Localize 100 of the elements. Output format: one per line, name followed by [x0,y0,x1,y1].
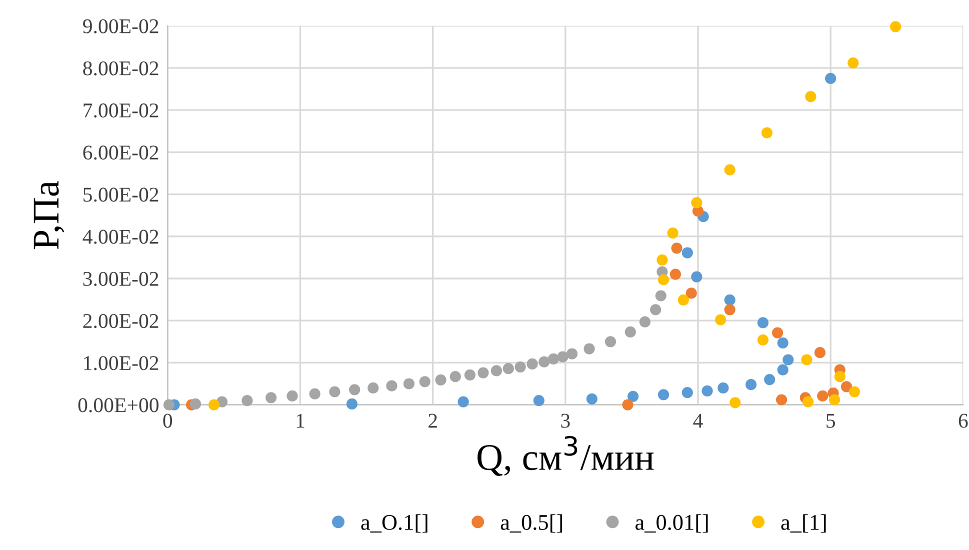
point [526,358,538,370]
point [656,254,668,266]
point [817,390,828,402]
point [718,382,729,394]
point [777,364,788,376]
point [840,381,852,392]
point [557,351,568,362]
point [757,317,769,328]
point [776,394,788,406]
point [745,379,757,390]
point [458,396,469,408]
point [691,271,702,282]
point [678,294,689,306]
x-axis-title: Q, см$^{3}$/мин [478,436,654,476]
y-tick-label: 9.00E-02 [83,19,158,34]
point [829,394,840,406]
point [848,57,859,68]
point [450,371,461,382]
point [658,389,670,400]
point [163,399,175,410]
y-tick-label: 7.00E-02 [84,103,158,118]
point [566,348,578,360]
point [757,334,769,346]
point [761,127,773,138]
legend-label: a_O.1[] [361,514,428,533]
point [714,314,726,326]
point [538,356,550,368]
y-tick-label: 1.00E-02 [84,356,158,370]
y-tick-label: 5.00E-02 [84,188,158,202]
point [848,386,860,398]
point [686,288,697,299]
point [403,378,415,390]
point [834,371,846,382]
y-tick-label: 2.00E-02 [83,314,158,328]
legend-label: a_0.01[] [636,514,708,533]
y-tick-label: 6.00E-02 [83,146,158,160]
point [655,290,666,302]
point [309,388,320,400]
point [671,242,682,254]
point [782,354,794,366]
point [604,336,616,348]
legend-label: a_0.5[] [500,514,562,533]
x-tick-label: 2 [428,414,437,428]
point [802,396,814,408]
point [691,197,702,208]
legend-label: a_[1] [781,514,826,533]
point [349,384,360,396]
point [490,365,502,376]
point [286,390,298,402]
x-tick-label: 0 [163,414,172,428]
point [435,374,446,386]
point [805,91,816,102]
point [702,385,713,396]
point [764,374,776,386]
point [514,361,526,372]
point [667,227,678,239]
point [724,294,736,306]
point [730,397,741,408]
point [890,21,902,32]
point [346,398,358,410]
point [724,164,736,176]
point [624,326,636,338]
point [622,399,634,410]
y-tick-label: 3.00E-02 [83,272,158,286]
point [772,327,784,338]
y-tick-label: 8.00E-02 [83,61,158,76]
point [777,337,788,348]
x-tick-label: 5 [826,414,835,428]
point [639,316,651,328]
point [682,247,693,258]
point [419,376,430,388]
point [584,343,595,354]
point [724,304,736,316]
point [586,393,598,404]
point [533,395,544,406]
x-tick-label: 1 [296,414,304,428]
point [478,367,489,378]
point [682,387,693,398]
point [329,386,340,398]
point [814,347,826,358]
point [658,274,670,286]
point [242,395,253,406]
point [548,353,560,364]
y-tick-label: 4.00E-02 [82,230,158,244]
point [464,369,476,380]
x-tick-label: 6 [958,414,968,428]
point [368,382,379,394]
point [502,363,514,374]
point [266,392,277,404]
point [825,72,836,84]
x-tick-label: 3 [561,414,570,428]
point [386,380,398,392]
point [190,398,202,410]
point [801,354,812,366]
point [670,268,682,280]
point [627,390,639,402]
y-axis-title: P,Па [34,180,64,250]
point [650,304,662,316]
y-tick-label: 0.00E+00 [78,398,159,412]
point [208,399,220,410]
